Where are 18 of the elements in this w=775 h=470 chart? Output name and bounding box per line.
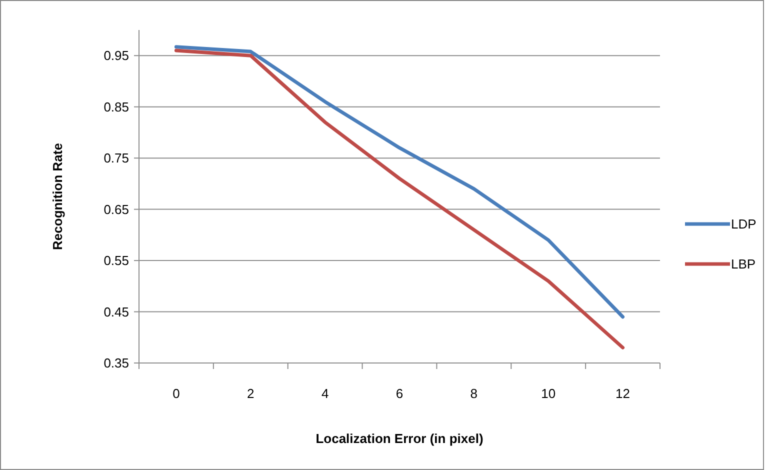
x-tick-label: 8 (470, 386, 478, 401)
y-tick-label: 0.35 (104, 356, 129, 371)
x-axis-title: Localization Error (in pixel) (316, 431, 484, 446)
x-tick-label: 0 (172, 386, 180, 401)
y-axis-title: Recognition Rate (50, 143, 65, 250)
y-tick-label: 0.75 (104, 150, 129, 166)
y-tick-label: 0.55 (104, 253, 129, 268)
legend-label: LDP (731, 216, 756, 232)
y-tick-label: 0.65 (104, 202, 129, 217)
x-tick-label: 12 (616, 386, 630, 401)
x-tick-label: 2 (247, 386, 254, 401)
x-tick-label: 6 (396, 386, 404, 401)
y-tick-label: 0.95 (104, 48, 129, 64)
x-tick-label: 10 (541, 386, 556, 401)
legend-label: LBP (731, 256, 756, 272)
y-tick-label: 0.85 (104, 99, 129, 114)
x-tick-label: 4 (321, 386, 329, 401)
y-tick-label: 0.45 (104, 304, 129, 320)
